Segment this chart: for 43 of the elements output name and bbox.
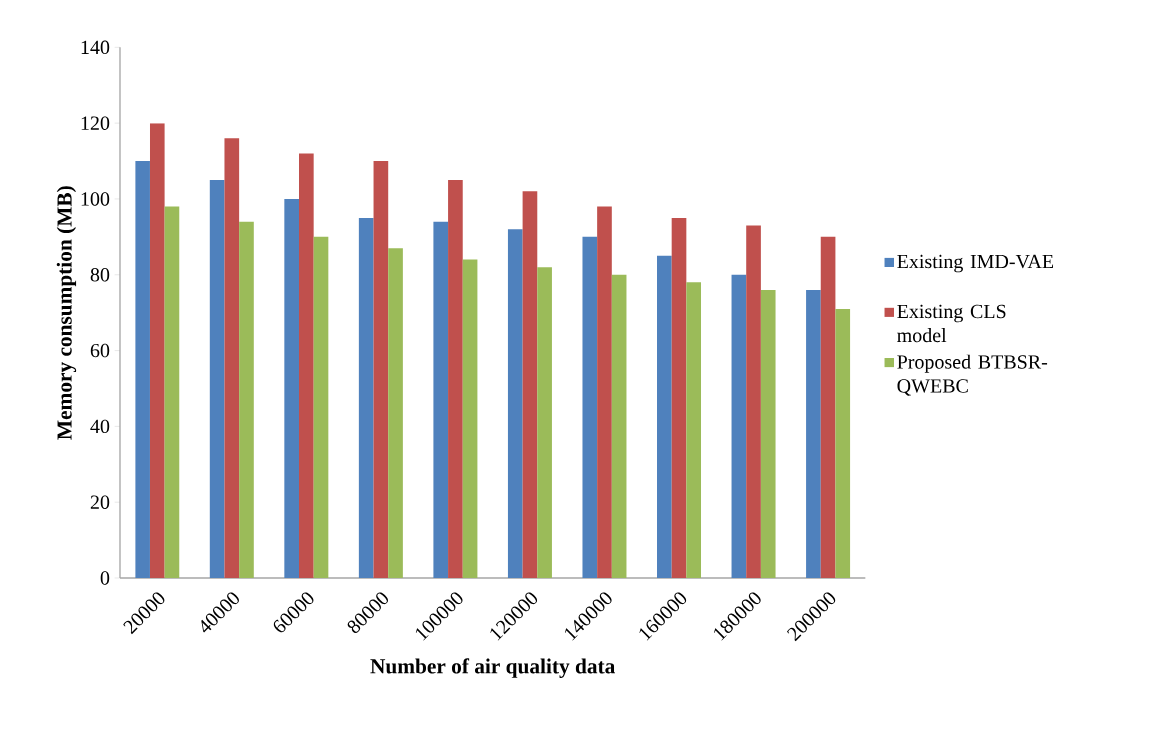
- y-tick-label: 0: [100, 571, 110, 585]
- bar: [835, 308, 851, 578]
- bar: [313, 236, 329, 578]
- bar: [373, 161, 389, 578]
- x-axis-title: Number of air quality data: [370, 658, 615, 678]
- bar: [448, 180, 463, 578]
- y-tick-label: 80: [90, 268, 110, 282]
- bar: [462, 259, 478, 578]
- bar: [507, 229, 523, 578]
- bar: [806, 289, 821, 578]
- bar: [149, 123, 165, 578]
- y-tick-label: 20: [90, 495, 110, 509]
- bar: [299, 153, 314, 578]
- y-axis-title: Memory consumption (MB): [56, 186, 77, 440]
- bar: [731, 274, 747, 578]
- bar: [135, 161, 150, 578]
- bar: [388, 248, 403, 578]
- bar: [597, 206, 612, 578]
- legend-label: Existing CLS model: [897, 304, 1006, 343]
- bar: [657, 255, 672, 578]
- bar: [209, 180, 225, 578]
- bar: [537, 267, 552, 578]
- legend-label: Proposed BTBSR-QWEBC: [897, 354, 1048, 396]
- bar: [686, 282, 702, 578]
- bar: [433, 221, 449, 578]
- bar: [164, 206, 180, 578]
- bar: [820, 236, 836, 578]
- bar: [671, 217, 687, 578]
- y-tick-label: 140: [81, 40, 110, 55]
- bar: [760, 289, 776, 578]
- bar: [358, 217, 374, 578]
- y-tick-label: 100: [81, 192, 110, 206]
- y-tick-label: 60: [90, 343, 110, 358]
- bar: [582, 236, 598, 578]
- bar: [611, 274, 627, 578]
- y-tick-label: 120: [81, 116, 110, 130]
- bar: [224, 138, 240, 578]
- bar: [239, 221, 254, 578]
- bar: [284, 198, 299, 578]
- bar: [522, 191, 538, 578]
- legend-label: Existing IMD-VAE: [897, 254, 1054, 273]
- y-tick-label: 40: [90, 419, 110, 434]
- bar: [746, 225, 761, 578]
